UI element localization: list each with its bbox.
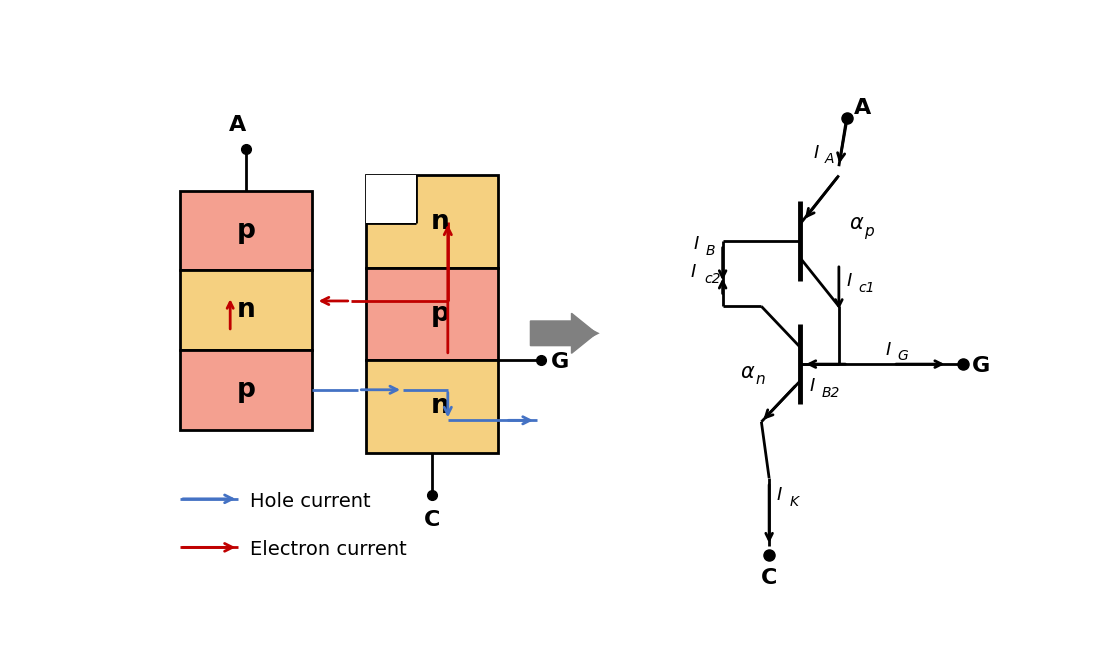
Text: I: I <box>777 486 782 504</box>
Text: K: K <box>790 495 799 509</box>
Bar <box>180 350 312 430</box>
Bar <box>180 271 312 350</box>
Text: n: n <box>756 372 764 387</box>
Text: A: A <box>825 152 835 166</box>
Text: G: G <box>551 352 569 372</box>
Text: I: I <box>693 234 698 253</box>
Text: Electron current: Electron current <box>250 540 407 559</box>
Text: p: p <box>430 301 449 327</box>
Bar <box>180 191 312 271</box>
Text: c2: c2 <box>704 272 720 286</box>
Text: p: p <box>236 218 255 244</box>
Text: I: I <box>810 377 815 395</box>
Text: Hole current: Hole current <box>250 492 371 511</box>
Bar <box>366 176 416 224</box>
Text: n: n <box>430 209 449 235</box>
Text: n: n <box>236 297 255 323</box>
Text: I: I <box>847 272 851 290</box>
Bar <box>366 268 498 360</box>
Text: p: p <box>236 377 255 403</box>
Text: p: p <box>864 224 873 238</box>
Text: α: α <box>740 362 755 382</box>
Text: B2: B2 <box>822 386 840 400</box>
Text: G: G <box>972 356 990 376</box>
Text: A: A <box>229 115 246 135</box>
Text: n: n <box>430 393 449 420</box>
FancyArrow shape <box>530 314 596 353</box>
Text: G: G <box>898 349 909 363</box>
Bar <box>366 360 498 453</box>
Text: I: I <box>813 144 818 162</box>
Text: C: C <box>425 510 441 530</box>
Text: I: I <box>886 341 891 359</box>
Text: A: A <box>855 98 871 118</box>
Bar <box>366 176 498 268</box>
Text: α: α <box>849 213 862 234</box>
Text: C: C <box>761 568 778 588</box>
Text: B: B <box>705 244 715 258</box>
Text: c1: c1 <box>858 281 874 295</box>
Text: I: I <box>690 263 695 280</box>
